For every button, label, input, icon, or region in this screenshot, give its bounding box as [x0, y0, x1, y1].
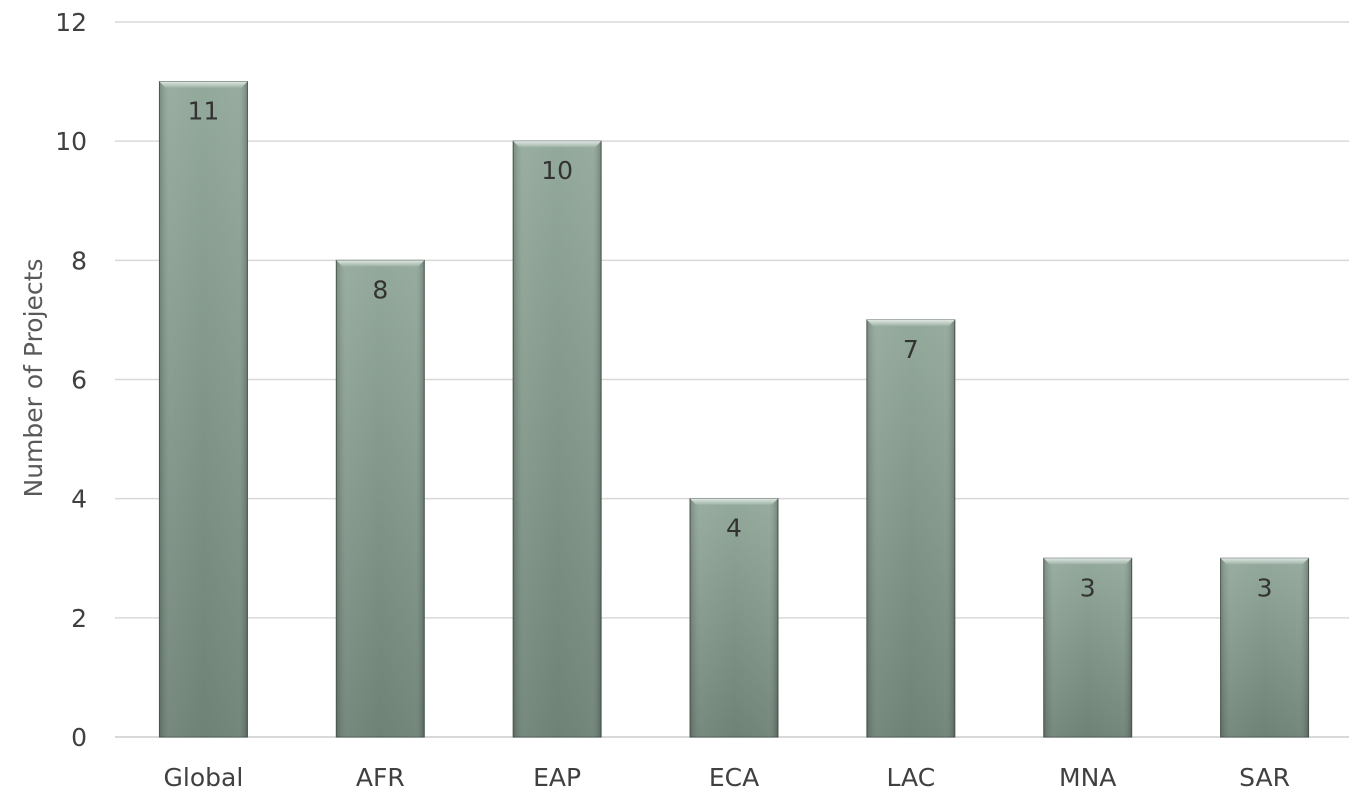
- y-tick-label: 8: [71, 246, 87, 275]
- bar-bevel: [1220, 558, 1309, 565]
- bars: [158, 81, 1310, 738]
- bar-bevel: [866, 319, 955, 326]
- bar-eca: [689, 498, 779, 738]
- data-label: 3: [1257, 573, 1273, 602]
- x-tick-label: LAC: [887, 763, 936, 792]
- bar-bevel: [159, 81, 248, 88]
- bar-shading: [690, 498, 778, 737]
- gridlines: [115, 21, 1349, 738]
- bar-bevel: [336, 260, 425, 267]
- bar-lac: [866, 319, 956, 738]
- data-label: 4: [726, 514, 742, 543]
- y-tick-label: 0: [71, 723, 87, 752]
- bar-shading: [159, 81, 248, 738]
- bar-eap: [512, 140, 602, 738]
- data-label: 7: [903, 335, 919, 364]
- y-tick-label: 6: [71, 366, 87, 395]
- x-tick-label: SAR: [1239, 763, 1290, 792]
- y-tick-label: 2: [71, 604, 87, 633]
- data-label: 8: [372, 275, 388, 304]
- bar-afr: [335, 259, 425, 738]
- bar-mna: [1043, 557, 1133, 738]
- y-tick-label: 12: [55, 8, 87, 37]
- bar-global: [158, 81, 248, 738]
- bar-bevel: [513, 141, 602, 148]
- data-labels: 11 8 10 4 7 3 3: [188, 97, 1273, 603]
- bar-bevel: [690, 498, 778, 505]
- bar-bevel: [1043, 558, 1132, 565]
- bar-shading: [336, 260, 425, 737]
- x-tick-label: Global: [164, 763, 244, 792]
- bar-shading: [1220, 558, 1309, 737]
- bar-shading: [513, 141, 602, 737]
- x-axis-ticks: Global AFR EAP ECA LAC MNA SAR: [164, 763, 1290, 792]
- data-label: 11: [188, 97, 220, 126]
- bar-shading: [1043, 558, 1132, 737]
- bar-shading: [866, 319, 955, 737]
- y-tick-label: 4: [71, 485, 87, 514]
- x-tick-label: EAP: [533, 763, 581, 792]
- x-tick-label: AFR: [356, 763, 405, 792]
- data-label: 10: [541, 156, 573, 185]
- bar-sar: [1220, 557, 1310, 738]
- data-label: 3: [1080, 573, 1096, 602]
- y-axis-title: Number of Projects: [19, 259, 48, 498]
- x-tick-label: MNA: [1059, 763, 1116, 792]
- x-tick-label: ECA: [709, 763, 759, 792]
- y-axis-ticks: 0 2 4 6 8 10 12: [55, 8, 87, 752]
- y-tick-label: 10: [55, 127, 87, 156]
